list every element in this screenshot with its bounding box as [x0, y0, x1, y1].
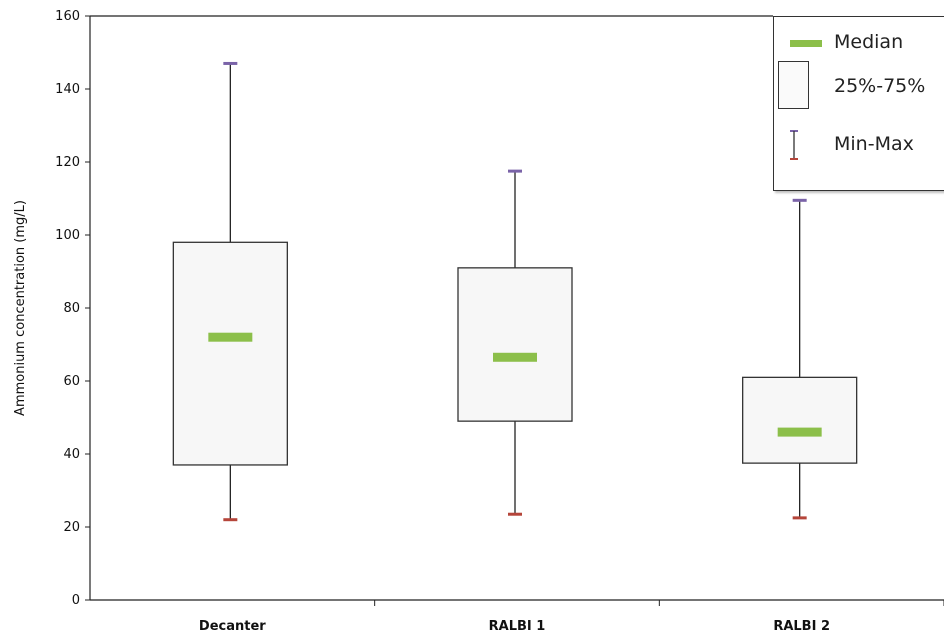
- y-tick-label: 60: [63, 374, 80, 389]
- iqr-box: [172, 241, 288, 466]
- box-group: [742, 198, 858, 520]
- legend-item-box: 25%-75%: [774, 59, 944, 119]
- min-max-icon: [790, 130, 798, 160]
- box-group: [172, 61, 288, 522]
- legend-label-median: Median: [834, 31, 904, 53]
- legend-label-box: 25%-75%: [834, 75, 926, 97]
- y-tick-label: 20: [63, 520, 80, 535]
- legend-item-range: Min-Max: [774, 125, 944, 165]
- y-tick-label: 80: [63, 301, 80, 316]
- y-tick-label: 160: [55, 9, 80, 24]
- y-axis-label: Ammonium concentration (mg/L): [13, 200, 28, 416]
- y-tick-label: 120: [55, 155, 80, 170]
- y-axis-ticks: 0 20 40 60 80 100 120 140 160: [55, 9, 90, 608]
- y-tick-label: 140: [55, 82, 80, 97]
- iqr-box: [742, 376, 858, 464]
- x-axis-ticks: Decanter RALBI 1 RALBI 2: [199, 600, 944, 634]
- box-swatch: [778, 61, 809, 109]
- box-group: [457, 169, 573, 516]
- median-bar: [493, 352, 537, 362]
- x-tick-label: RALBI 2: [773, 619, 830, 634]
- median-bar: [208, 332, 253, 342]
- x-tick-label: Decanter: [199, 619, 266, 634]
- boxes: [172, 61, 858, 522]
- legend: Median 25%-75% Min-Max: [773, 16, 944, 191]
- median-swatch: [790, 40, 822, 47]
- legend-item-median: Median: [774, 27, 944, 59]
- median-bar: [777, 427, 822, 437]
- y-tick-label: 100: [55, 228, 80, 243]
- x-tick-label: RALBI 1: [489, 619, 546, 634]
- y-tick-label: 0: [72, 593, 80, 608]
- legend-label-range: Min-Max: [834, 133, 914, 155]
- iqr-box: [457, 267, 573, 422]
- y-tick-label: 40: [63, 447, 80, 462]
